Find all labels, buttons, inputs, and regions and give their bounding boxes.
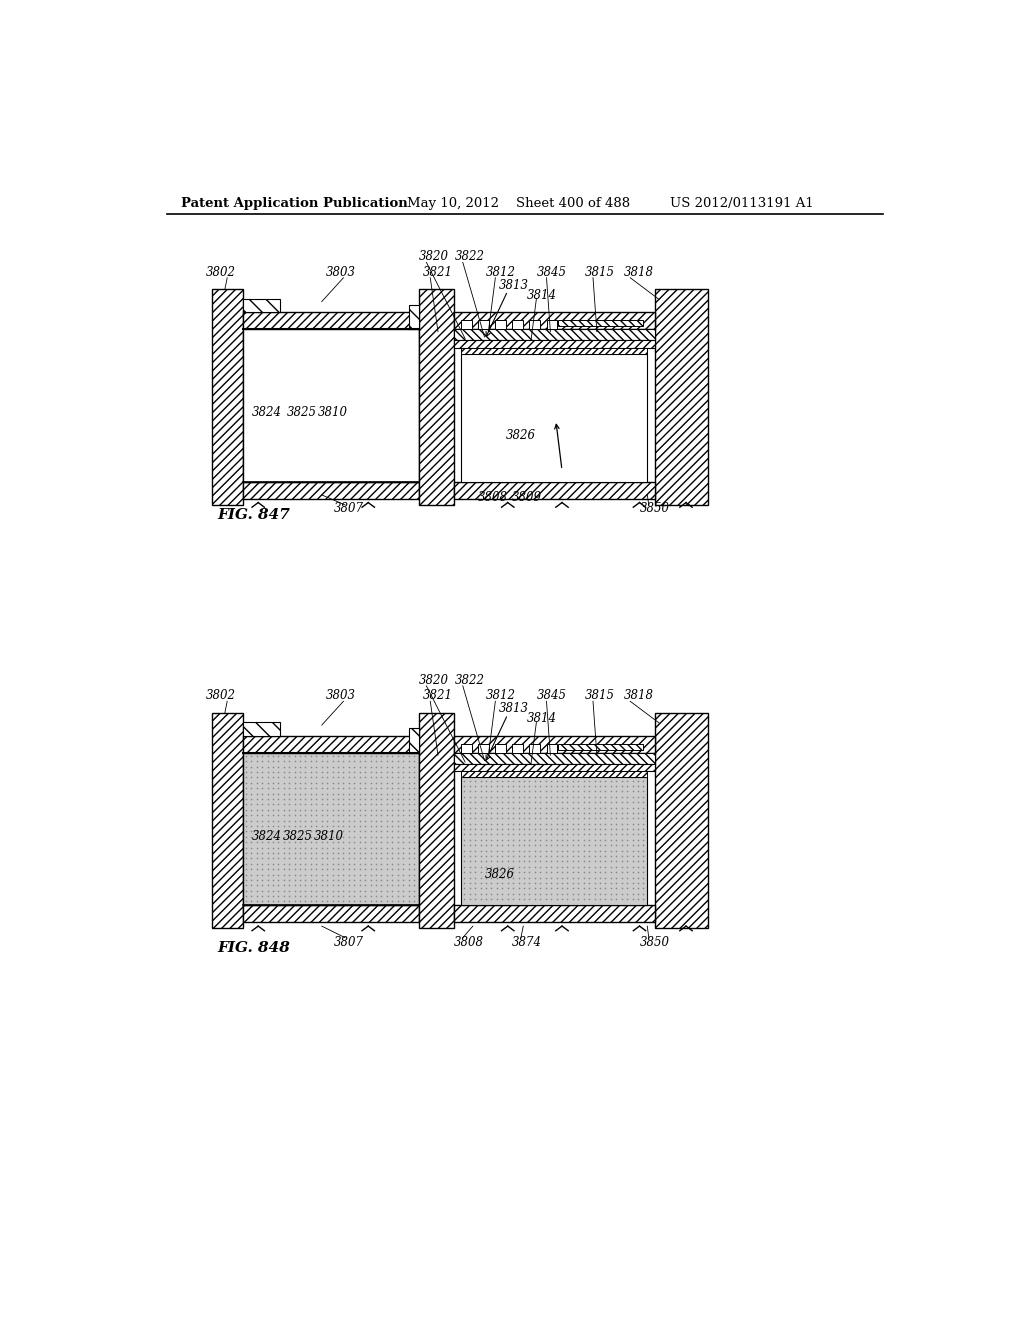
Bar bbox=[243, 298, 280, 313]
Bar bbox=[478, 743, 489, 752]
Bar bbox=[454, 737, 655, 752]
Text: 3802: 3802 bbox=[206, 265, 236, 279]
Text: 3814: 3814 bbox=[527, 289, 557, 302]
Text: 3850: 3850 bbox=[640, 502, 670, 515]
Bar bbox=[558, 321, 643, 326]
Bar bbox=[419, 713, 454, 928]
Text: 3814: 3814 bbox=[527, 713, 557, 726]
Bar bbox=[461, 321, 472, 330]
Bar bbox=[496, 743, 506, 752]
Bar bbox=[478, 321, 489, 330]
Bar bbox=[454, 752, 655, 763]
Bar bbox=[529, 743, 541, 752]
Bar bbox=[212, 713, 243, 928]
Bar bbox=[461, 777, 647, 906]
Bar bbox=[558, 743, 643, 750]
Bar bbox=[512, 321, 523, 330]
Bar bbox=[243, 752, 419, 906]
Text: 3815: 3815 bbox=[586, 265, 615, 279]
Bar bbox=[461, 743, 472, 752]
Bar bbox=[243, 330, 419, 482]
Text: 3820: 3820 bbox=[419, 251, 449, 264]
Bar bbox=[419, 289, 454, 506]
Text: 3815: 3815 bbox=[586, 689, 615, 702]
Text: 3820: 3820 bbox=[419, 675, 449, 686]
Bar bbox=[512, 743, 523, 752]
Bar bbox=[212, 289, 243, 506]
Bar bbox=[454, 482, 655, 499]
Text: 3807: 3807 bbox=[334, 936, 364, 949]
Bar bbox=[243, 482, 419, 499]
Bar bbox=[547, 321, 557, 330]
Bar bbox=[243, 906, 419, 923]
Text: 3826: 3826 bbox=[506, 429, 537, 442]
Bar bbox=[410, 729, 419, 752]
Bar bbox=[547, 743, 557, 752]
Text: 3809: 3809 bbox=[512, 491, 542, 504]
Bar bbox=[496, 321, 506, 330]
Text: 3874: 3874 bbox=[512, 936, 542, 949]
Text: 3850: 3850 bbox=[640, 936, 670, 949]
Text: 3822: 3822 bbox=[455, 251, 485, 264]
Bar bbox=[461, 348, 647, 354]
Text: 3812: 3812 bbox=[486, 265, 516, 279]
Bar bbox=[243, 737, 419, 752]
Bar bbox=[243, 722, 280, 737]
Bar bbox=[454, 341, 655, 348]
Text: 3803: 3803 bbox=[326, 265, 355, 279]
Bar bbox=[454, 313, 655, 330]
Text: 3810: 3810 bbox=[317, 407, 348, 418]
Text: 3813: 3813 bbox=[499, 702, 528, 715]
Bar bbox=[529, 321, 541, 330]
Text: 3812: 3812 bbox=[486, 689, 516, 702]
Text: 3845: 3845 bbox=[538, 265, 567, 279]
Text: 3821: 3821 bbox=[423, 689, 453, 702]
Text: 3824: 3824 bbox=[252, 407, 282, 418]
Text: 3803: 3803 bbox=[326, 689, 355, 702]
Text: US 2012/0113191 A1: US 2012/0113191 A1 bbox=[671, 197, 814, 210]
Text: 3810: 3810 bbox=[314, 829, 344, 842]
Text: 3818: 3818 bbox=[624, 265, 654, 279]
Text: 3845: 3845 bbox=[538, 689, 567, 702]
Text: FIG. 848: FIG. 848 bbox=[217, 941, 290, 956]
Bar bbox=[454, 906, 655, 923]
Text: FIG. 847: FIG. 847 bbox=[217, 508, 290, 521]
Bar bbox=[243, 313, 419, 330]
Text: 3818: 3818 bbox=[624, 689, 654, 702]
Text: 3825: 3825 bbox=[287, 407, 316, 418]
Text: 3825: 3825 bbox=[283, 829, 313, 842]
Text: Patent Application Publication: Patent Application Publication bbox=[180, 197, 408, 210]
Bar bbox=[461, 771, 647, 777]
Bar bbox=[410, 305, 419, 330]
Bar bbox=[655, 713, 708, 928]
Text: 3807: 3807 bbox=[334, 502, 364, 515]
Text: 3824: 3824 bbox=[252, 829, 282, 842]
Text: 3808: 3808 bbox=[478, 491, 508, 504]
Text: 3822: 3822 bbox=[455, 675, 485, 686]
Bar bbox=[454, 763, 655, 771]
Text: 3808: 3808 bbox=[454, 936, 483, 949]
Text: 3813: 3813 bbox=[499, 279, 528, 292]
Bar bbox=[461, 354, 647, 482]
Bar bbox=[454, 330, 655, 341]
Text: 3826: 3826 bbox=[484, 869, 514, 880]
Text: Sheet 400 of 488: Sheet 400 of 488 bbox=[515, 197, 630, 210]
Bar bbox=[655, 289, 708, 506]
Text: 3802: 3802 bbox=[206, 689, 236, 702]
Text: May 10, 2012: May 10, 2012 bbox=[407, 197, 499, 210]
Text: 3821: 3821 bbox=[423, 265, 453, 279]
